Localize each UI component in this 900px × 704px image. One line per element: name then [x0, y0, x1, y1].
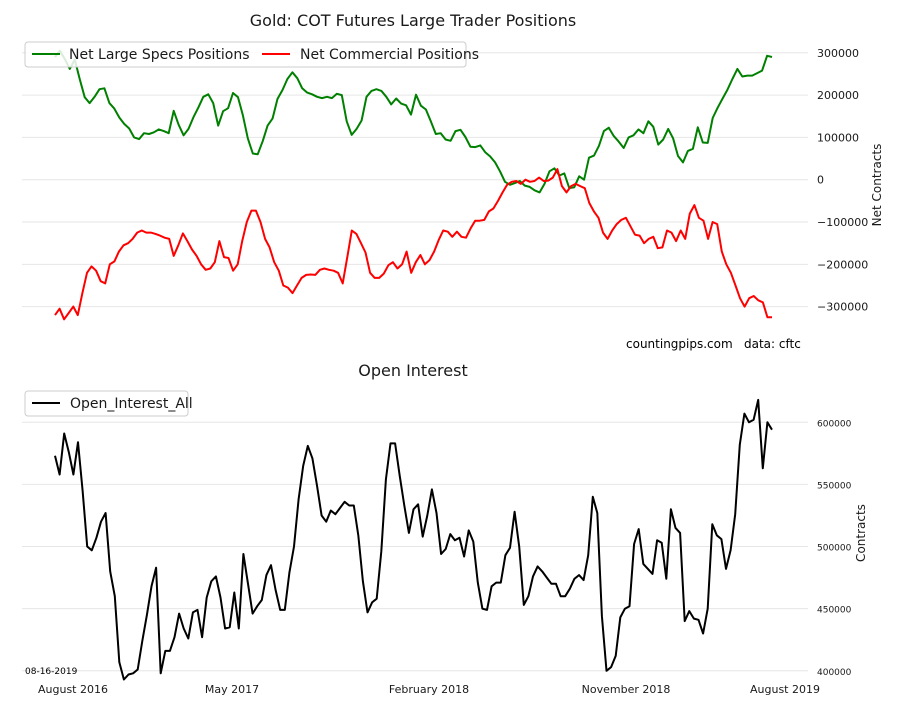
- positions-legend-box: [24, 41, 467, 68]
- data-source-label: data: cftc: [744, 337, 801, 351]
- positions-series: [54, 49, 773, 321]
- open-interest-chart-title: Open Interest: [358, 361, 467, 380]
- open-interest-y-tick-1: 450000: [817, 606, 852, 616]
- x-tick-label-1: May 2017: [205, 683, 259, 696]
- open-interest-plot-area: [22, 385, 808, 677]
- open-interest-series: [54, 398, 773, 681]
- positions-chart-title: Gold: COT Futures Large Trader Positions: [250, 11, 576, 30]
- legend-label-large-specs: Net Large Specs Positions: [69, 47, 250, 63]
- open-interest-legend: Open_Interest_All: [24, 390, 193, 417]
- positions-y-tick-4: 100000: [817, 131, 859, 144]
- positions-y-axis-label: Net Contracts: [870, 144, 884, 227]
- positions-y-tick-5: 200000: [817, 89, 859, 102]
- open-interest-y-tick-3: 550000: [817, 481, 852, 491]
- positions-plot-area: [22, 38, 808, 332]
- x-tick-label-2: February 2018: [389, 683, 469, 696]
- commercial-line: [54, 168, 772, 321]
- positions-y-tick-1: −200000: [817, 258, 868, 271]
- positions-legend: Net Large Specs Positions Net Commercial…: [24, 41, 479, 68]
- x-tick-label-0: August 2016: [38, 683, 108, 696]
- open-interest-legend-box: [24, 390, 189, 417]
- x-tick-label-4: August 2019: [750, 683, 820, 696]
- open-interest-y-axis-label: Contracts: [854, 504, 868, 562]
- x-tick-label-3: November 2018: [582, 683, 671, 696]
- legend-label-commercial: Net Commercial Positions: [300, 47, 479, 63]
- positions-y-tick-0: −300000: [817, 301, 868, 314]
- report-date-label: 08-16-2019: [25, 667, 78, 677]
- positions-y-tick-6: 300000: [817, 47, 859, 60]
- positions-y-ticks: −300000 −200000 −100000 0 100000 200000 300000: [817, 47, 868, 314]
- positions-y-tick-2: −100000: [817, 216, 868, 229]
- open-interest-line: [54, 398, 773, 681]
- open-interest-y-tick-2: 500000: [817, 544, 852, 554]
- positions-panel: Gold: COT Futures Large Trader Positions…: [22, 11, 884, 351]
- x-axis-ticks: August 2016 May 2017 February 2018 November…: [38, 683, 820, 696]
- legend-label-open-interest: Open_Interest_All: [70, 396, 193, 412]
- large-specs-line: [54, 49, 773, 194]
- open-interest-panel: Open Interest 400000 450000 500000 550000 60…: [22, 361, 868, 696]
- open-interest-gridlines: [22, 421, 808, 672]
- open-interest-y-tick-0: 400000: [817, 668, 852, 678]
- source-site-label: countingpips.com: [626, 337, 733, 351]
- open-interest-y-tick-4: 600000: [817, 419, 852, 429]
- positions-y-tick-3: 0: [817, 174, 824, 187]
- open-interest-y-ticks: 400000 450000 500000 550000 600000: [817, 419, 852, 678]
